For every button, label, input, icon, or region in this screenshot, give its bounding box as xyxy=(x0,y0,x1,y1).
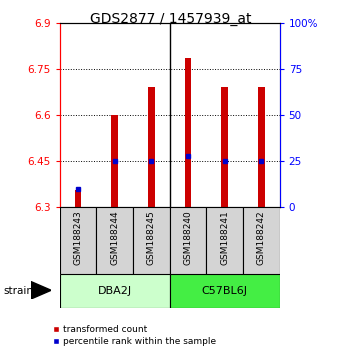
Text: DBA2J: DBA2J xyxy=(98,286,132,296)
Legend: transformed count, percentile rank within the sample: transformed count, percentile rank withi… xyxy=(49,321,220,349)
Text: C57BL6J: C57BL6J xyxy=(202,286,248,296)
Text: GSM188241: GSM188241 xyxy=(220,210,229,265)
Bar xyxy=(112,115,118,207)
Text: GDS2877 / 1457939_at: GDS2877 / 1457939_at xyxy=(90,12,251,27)
Bar xyxy=(96,207,133,274)
Bar xyxy=(169,274,280,308)
Text: strain: strain xyxy=(3,286,33,296)
Bar xyxy=(75,190,81,207)
Text: GSM188245: GSM188245 xyxy=(147,210,156,265)
Bar xyxy=(133,207,170,274)
Text: GSM188243: GSM188243 xyxy=(74,210,83,265)
Bar xyxy=(258,87,265,207)
Text: GSM188242: GSM188242 xyxy=(257,210,266,265)
Bar xyxy=(60,274,169,308)
Text: GSM188240: GSM188240 xyxy=(183,210,192,265)
Polygon shape xyxy=(31,281,51,299)
Bar xyxy=(148,87,154,207)
Bar xyxy=(206,207,243,274)
Text: GSM188244: GSM188244 xyxy=(110,210,119,265)
Bar xyxy=(243,207,280,274)
Bar xyxy=(169,207,206,274)
Bar xyxy=(221,87,228,207)
Bar xyxy=(185,58,191,207)
Bar xyxy=(60,207,96,274)
